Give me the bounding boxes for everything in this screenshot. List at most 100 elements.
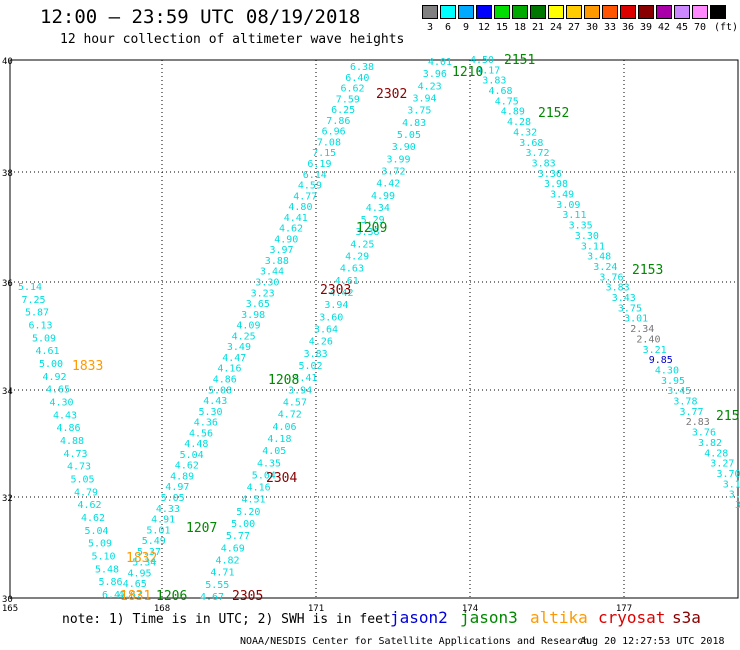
swh-value: 4.67: [118, 590, 142, 601]
swh-value: 4.89: [501, 107, 525, 118]
swh-value: 7.15: [312, 148, 336, 159]
swh-value: 6.47: [102, 590, 126, 601]
legend-swatch: [602, 5, 618, 19]
swh-value: 4.32: [513, 127, 537, 138]
swh-value: 4.26: [309, 337, 333, 348]
swh-value: 4.89: [170, 472, 194, 483]
swh-value: 4.80: [288, 202, 312, 213]
swh-value: 3.11: [562, 210, 586, 221]
legend-swatch: [638, 5, 654, 19]
swh-value: 4.62: [78, 500, 102, 511]
legend-swatch: [440, 5, 456, 19]
legend-swatch: [692, 5, 708, 19]
swh-value: 3.64: [314, 325, 338, 336]
swh-value: 5.05: [71, 475, 95, 486]
swh-value: 3.24: [593, 262, 617, 273]
legend-swatch: [566, 5, 582, 19]
pass-time-labels: 2151 1210 2302 2152 1209 2153 2303 1833 1208 215 2…: [72, 53, 739, 604]
credit-text: NOAA/NESDIS Center for Satellite Applica…: [240, 636, 590, 647]
swh-value: 5.29: [361, 215, 385, 226]
swh-value: 4.33: [156, 504, 180, 515]
swh-value: 3.38: [356, 227, 380, 238]
legend-swatch: [620, 5, 636, 19]
map-frame: [9, 59, 739, 599]
swh-value: 3.65: [246, 299, 270, 310]
pass-time-label: 1833: [72, 359, 103, 374]
legend-label: 18: [513, 22, 527, 33]
swh-value: 3.96: [423, 69, 447, 80]
legend-swatch: [710, 5, 726, 19]
legend-swatch: [458, 5, 474, 19]
satellite-cryosat: cryosat: [598, 608, 666, 627]
legend-label: 27: [567, 22, 581, 33]
legend-label: 21: [531, 22, 545, 33]
pass-time-label: 1208: [268, 373, 299, 388]
legend-swatch: [656, 5, 672, 19]
pass-time-label: 2303: [320, 283, 351, 298]
chart-subtitle: 12 hour collection of altimeter wave hei…: [60, 32, 405, 47]
pass-time-label: 1832: [126, 551, 157, 566]
satellite-altika: altika: [530, 608, 588, 627]
swh-value: 4.62: [279, 224, 303, 235]
swh-value: 4.56: [189, 428, 213, 439]
legend-label: 9: [462, 22, 470, 33]
swh-value: 3.48: [587, 252, 611, 263]
swh-value: 3.83: [304, 349, 328, 360]
swh-value: 5.05: [397, 130, 421, 141]
swh-value: 4.43: [203, 396, 227, 407]
swh-value: 3.21: [643, 345, 667, 356]
legend-label: 45: [675, 22, 689, 33]
swh-value: 4.16: [247, 483, 271, 494]
swh-value: 3.49: [550, 190, 574, 201]
pass-time-label: 1210: [452, 65, 483, 80]
footer-note: note: 1) Time is in UTC; 2) SWH is in fe…: [62, 612, 391, 627]
legend-label: 36: [621, 22, 635, 33]
longitude-label: 177: [616, 604, 632, 614]
swh-value: 4.91: [151, 515, 175, 526]
swh-value: 4.09: [236, 321, 260, 332]
swh-value: 5.01: [146, 525, 170, 536]
swh-value: 4.61: [335, 276, 359, 287]
swh-value: 3.68: [519, 138, 543, 149]
swh-value: 3.23: [251, 288, 275, 299]
swh-value: 4.01: [428, 57, 452, 68]
longitude-label: 171: [308, 604, 324, 614]
legend-swatch: [476, 5, 492, 19]
satellite-jason2: jason2: [390, 608, 448, 627]
swh-value: 4.99: [371, 191, 395, 202]
swh-value: 5.10: [92, 552, 116, 563]
swh-value: 5.04: [85, 526, 109, 537]
latitude-label: 32: [2, 494, 13, 504]
legend-label: 30: [585, 22, 599, 33]
satellite-jason3: jason3: [460, 608, 518, 627]
swh-value: 4.18: [267, 434, 291, 445]
swh-value: 3.99: [387, 154, 411, 165]
swh-value: 4.62: [175, 461, 199, 472]
swh-value: 4.65: [123, 579, 147, 590]
swh-value: 4.34: [366, 203, 390, 214]
swh-value: 4.73: [67, 462, 91, 473]
pass-time-label: 2302: [376, 87, 407, 102]
swh-value: 4.28: [704, 448, 728, 459]
legend-label: 39: [639, 22, 653, 33]
swh-value: 3.44: [260, 267, 284, 278]
pass-time-label: 2151: [504, 53, 535, 68]
swh-value: 3.30: [575, 231, 599, 242]
swh-value: 4.06: [273, 422, 297, 433]
swh-value: 4.92: [43, 372, 67, 383]
latitude-label: 36: [2, 279, 13, 289]
swh-value: 7.86: [326, 116, 350, 127]
pass-time-label: 1831: [120, 589, 151, 604]
swh-value: 3.76: [599, 272, 623, 283]
swh-value: 5.14: [18, 282, 42, 293]
swh-value: 3.27: [710, 459, 734, 470]
swh-value: 5.37: [137, 547, 161, 558]
swh-value: 7.08: [317, 137, 341, 148]
swh-value: 3.43: [612, 293, 636, 304]
swh-value: 3.94: [324, 300, 348, 311]
swh-value: 4.25: [350, 239, 374, 250]
swh-value: 5.20: [236, 507, 260, 518]
swh-value: 4.57: [283, 398, 307, 409]
swh-value: 3.11: [581, 241, 605, 252]
swh-value: 4.41: [293, 373, 317, 384]
